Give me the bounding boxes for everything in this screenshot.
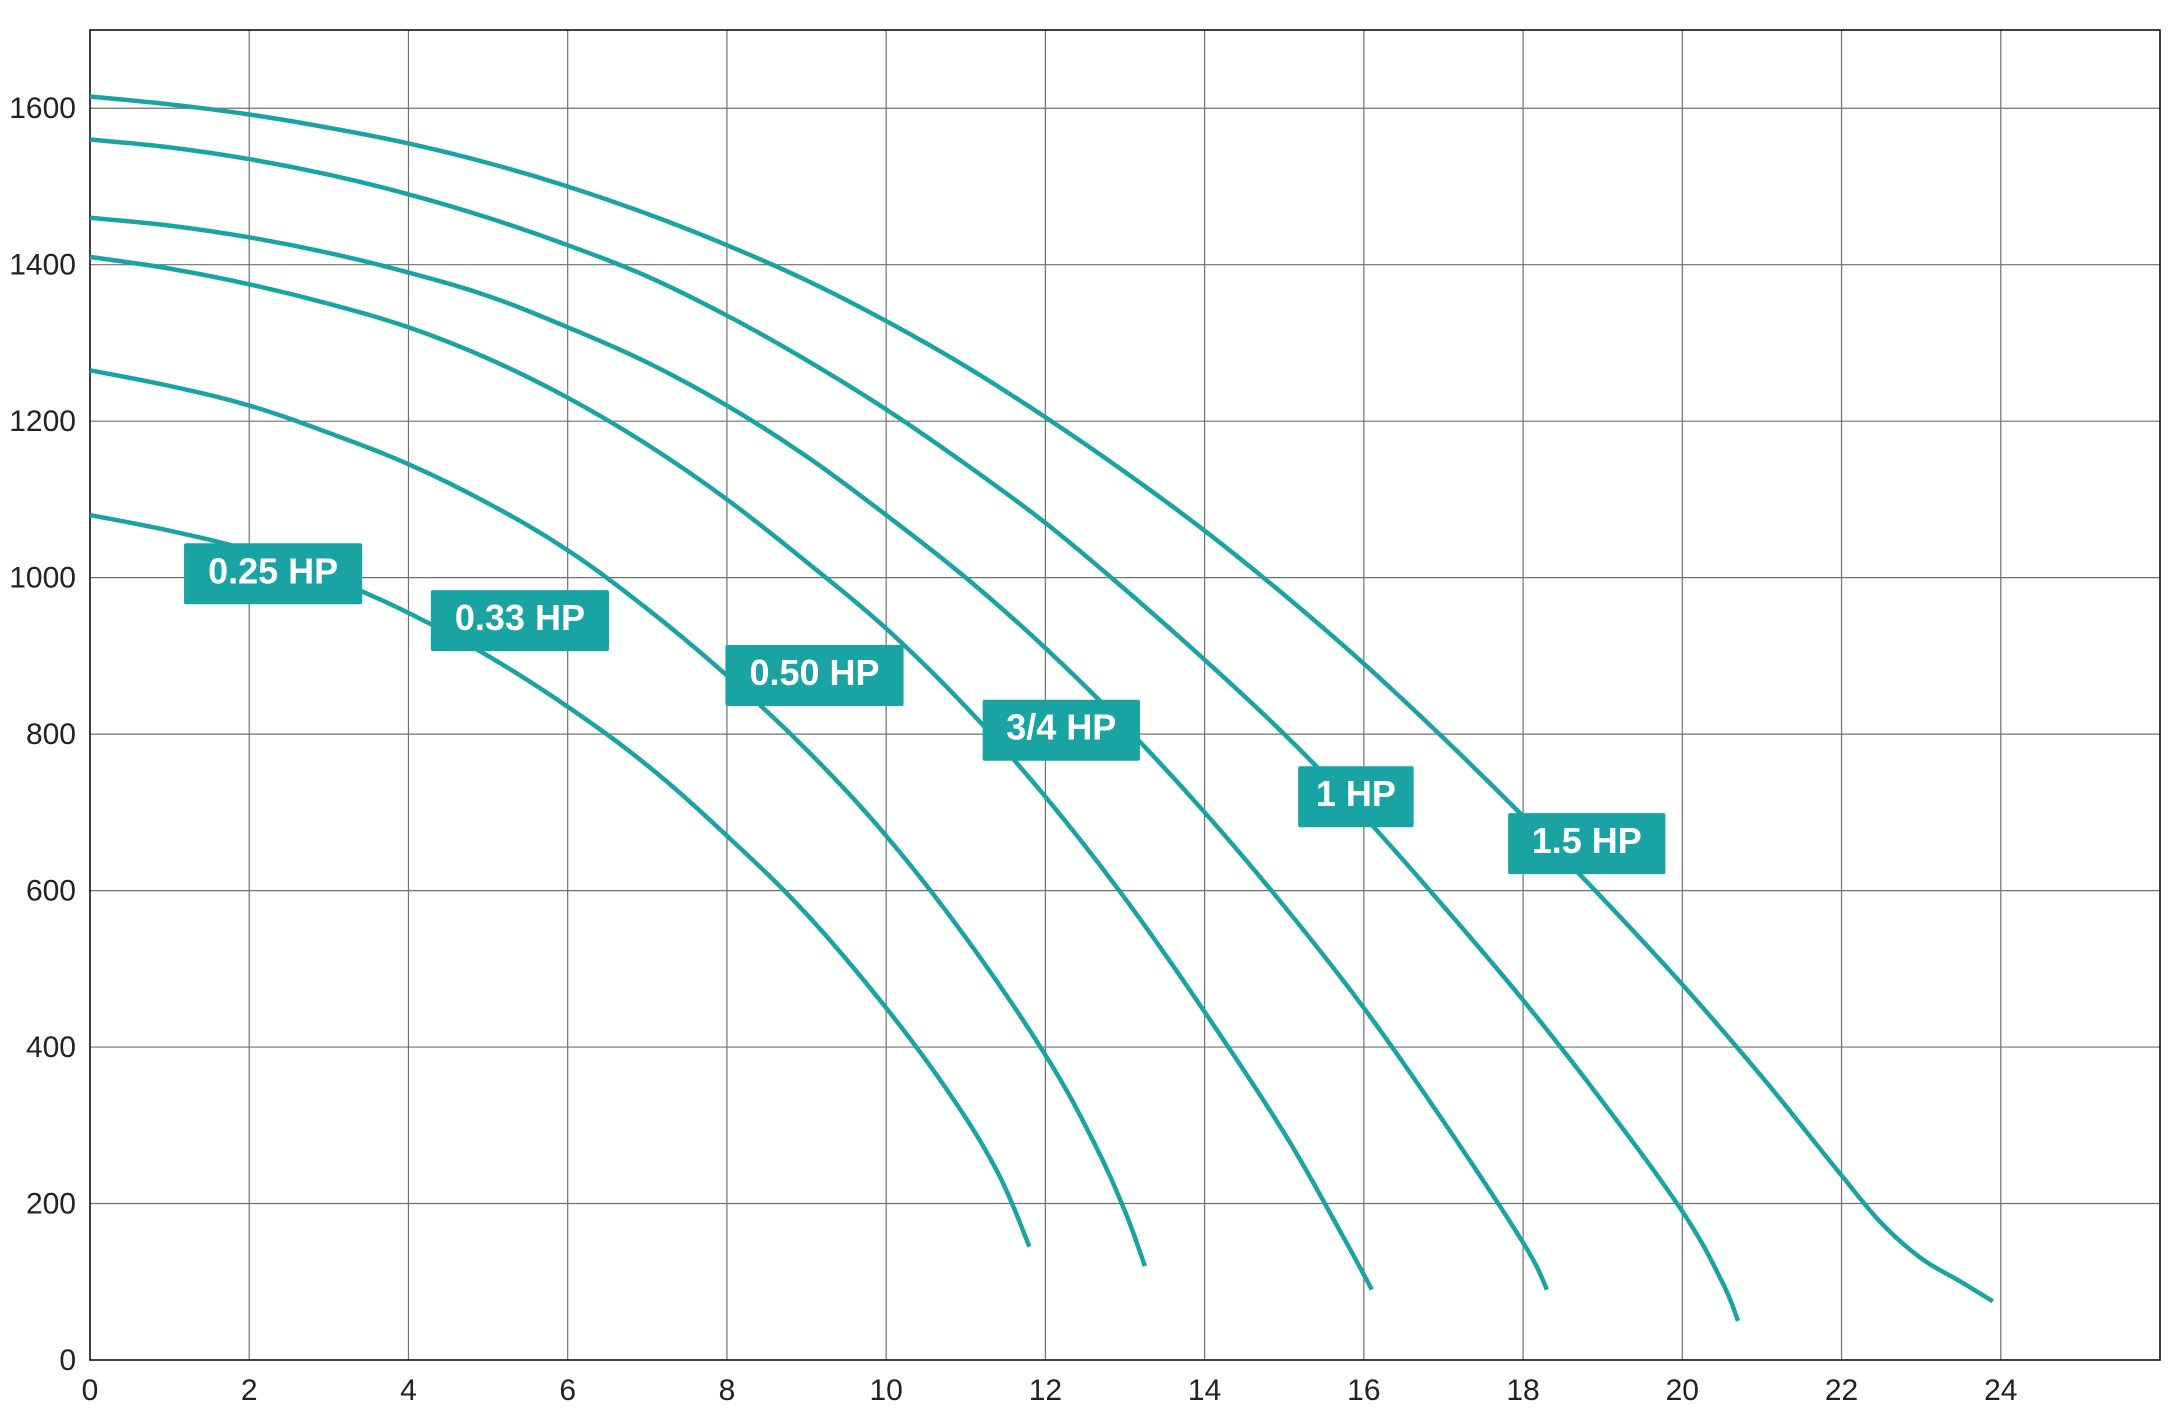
x-tick-label: 4 [400, 1374, 417, 1407]
x-tick-label: 6 [559, 1374, 576, 1407]
x-tick-label: 18 [1506, 1374, 1539, 1407]
x-tick-label: 16 [1347, 1374, 1380, 1407]
series-label-5: 1.5 HP [1508, 813, 1665, 874]
x-tick-label: 24 [1984, 1374, 2017, 1407]
y-tick-label: 600 [26, 875, 76, 908]
chart-svg: 0.25 HP0.33 HP0.50 HP3/4 HP1 HP1.5 HP024… [0, 0, 2176, 1419]
series-label-3: 3/4 HP [983, 700, 1140, 761]
x-tick-label: 20 [1666, 1374, 1699, 1407]
x-tick-label: 0 [82, 1374, 99, 1407]
y-tick-label: 800 [26, 718, 76, 751]
series-label-0: 0.25 HP [184, 543, 362, 604]
y-tick-label: 1200 [9, 405, 76, 438]
series-label-text: 3/4 HP [1006, 707, 1116, 748]
x-tick-label: 8 [719, 1374, 736, 1407]
x-tick-label: 14 [1188, 1374, 1221, 1407]
x-tick-label: 12 [1029, 1374, 1062, 1407]
series-label-2: 0.50 HP [725, 645, 903, 706]
y-tick-label: 400 [26, 1031, 76, 1064]
y-tick-label: 1600 [9, 92, 76, 125]
pump-curve-chart: 0.25 HP0.33 HP0.50 HP3/4 HP1 HP1.5 HP024… [0, 0, 2176, 1419]
x-tick-label: 10 [869, 1374, 902, 1407]
series-label-text: 0.33 HP [455, 597, 585, 638]
series-label-text: 0.25 HP [208, 550, 338, 591]
series-label-text: 1 HP [1316, 773, 1396, 814]
series-label-4: 1 HP [1298, 766, 1414, 827]
y-tick-label: 1000 [9, 562, 76, 595]
x-tick-label: 22 [1825, 1374, 1858, 1407]
series-label-text: 0.50 HP [749, 652, 879, 693]
y-tick-label: 0 [59, 1344, 76, 1377]
series-label-1: 0.33 HP [431, 590, 609, 651]
y-tick-label: 200 [26, 1188, 76, 1221]
x-tick-label: 2 [241, 1374, 258, 1407]
series-label-text: 1.5 HP [1532, 820, 1642, 861]
y-tick-label: 1400 [9, 249, 76, 282]
